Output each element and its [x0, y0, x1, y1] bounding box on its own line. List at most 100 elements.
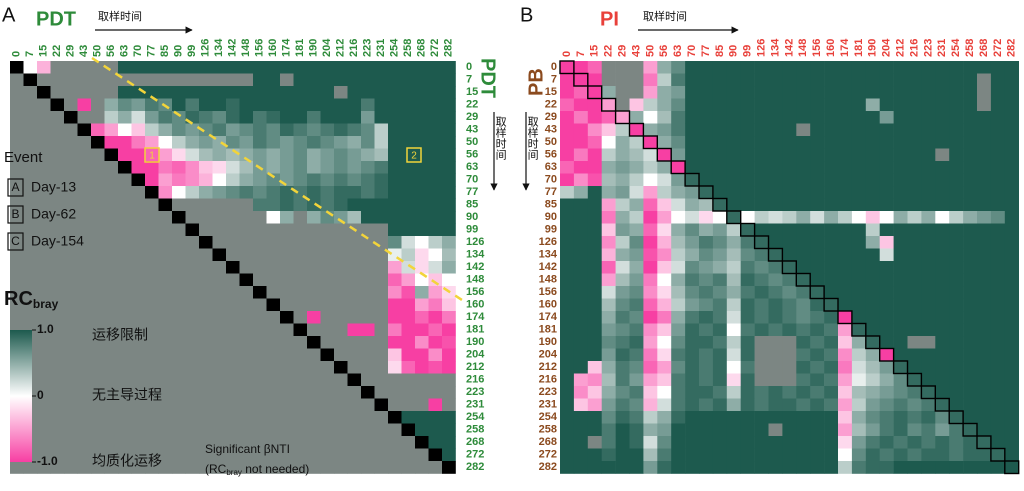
- heat-cell: [768, 386, 783, 399]
- significant-cell: [334, 411, 348, 424]
- heat-cell: [796, 461, 811, 474]
- heat-cell: [768, 61, 783, 74]
- significant-cell: [91, 361, 105, 374]
- column-label: 254: [389, 38, 401, 57]
- heat-cell: [851, 161, 867, 174]
- significant-cell: [91, 261, 105, 274]
- heat-cell: [1004, 373, 1019, 387]
- heat-cell: [239, 98, 254, 112]
- significant-cell: [293, 273, 308, 287]
- heat-cell: [879, 136, 894, 149]
- heat-cell: [963, 348, 978, 362]
- significant-cell: [293, 336, 308, 349]
- significant-cell: [158, 373, 173, 387]
- heat-cell: [253, 148, 267, 162]
- heat-cell: [442, 136, 456, 149]
- significant-cell: [131, 286, 146, 299]
- significant-cell: [172, 423, 186, 437]
- heat-cell: [1004, 286, 1019, 299]
- heat-cell: [893, 236, 908, 249]
- heat-cell: [893, 123, 908, 137]
- heat-cell: [253, 86, 267, 99]
- heat-cell: [824, 73, 839, 87]
- heat-cell: [643, 211, 658, 224]
- heat-cell: [754, 461, 769, 474]
- heat-cell: [629, 436, 644, 449]
- heat-cell: [754, 186, 769, 199]
- significant-cell: [104, 198, 119, 212]
- significant-swatch: [175, 437, 197, 459]
- heat-cell: [907, 273, 922, 287]
- significant-cell: [266, 311, 281, 324]
- significant-cell: [334, 311, 348, 324]
- heat-cell: [573, 348, 589, 362]
- heat-cell: [977, 348, 992, 362]
- diagonal-cell: [280, 311, 294, 324]
- heat-cell: [560, 123, 575, 137]
- heat-cell: [347, 148, 362, 162]
- significant-cell: [266, 323, 281, 337]
- significant-cell: [145, 273, 159, 287]
- heat-cell: [865, 461, 880, 474]
- heat-cell: [851, 148, 867, 162]
- significant-cell: [37, 423, 51, 437]
- significant-cell: [253, 461, 267, 474]
- significant-cell: [226, 373, 240, 387]
- heat-cell: [388, 61, 402, 74]
- heat-cell: [990, 411, 1006, 424]
- significant-cell: [239, 261, 254, 274]
- heat-cell: [671, 223, 686, 237]
- heat-cell: [824, 136, 839, 149]
- heat-cell: [253, 73, 267, 87]
- heat-cell: [726, 211, 741, 224]
- significant-cell: [64, 348, 78, 362]
- heat-cell: [963, 211, 978, 224]
- significant-cell: [158, 386, 173, 399]
- significant-cell: [293, 411, 308, 424]
- heat-cell: [601, 436, 616, 449]
- heat-cell: [726, 311, 741, 324]
- significant-cell: [118, 423, 132, 437]
- heat-cell: [212, 86, 227, 99]
- significant-cell: [226, 461, 240, 474]
- heat-cell: [428, 323, 443, 337]
- significant-cell: [10, 261, 24, 274]
- heat-cell: [334, 173, 348, 187]
- significant-cell: [442, 398, 456, 412]
- heat-cell: [158, 136, 173, 149]
- heat-cell: [977, 336, 992, 349]
- heat-cell: [601, 273, 616, 287]
- significant-cell: [977, 98, 992, 112]
- heat-cell: [865, 61, 880, 74]
- heat-cell: [963, 136, 978, 149]
- heat-cell: [685, 173, 700, 187]
- column-label: 254: [950, 38, 962, 57]
- heat-cell: [573, 436, 589, 449]
- heat-cell: [796, 148, 811, 162]
- heat-cell: [172, 186, 186, 199]
- significant-cell: [77, 261, 92, 274]
- heat-cell: [601, 161, 616, 174]
- heat-cell: [172, 86, 186, 99]
- significant-cell: [37, 111, 51, 124]
- heat-cell: [726, 98, 741, 112]
- significant-cell: [280, 336, 294, 349]
- heat-cell: [907, 298, 922, 312]
- heat-cell: [990, 86, 1006, 99]
- heat-cell: [796, 323, 811, 337]
- heat-cell: [963, 273, 978, 287]
- row-label: 70: [466, 174, 478, 186]
- heat-cell: [415, 198, 429, 212]
- significant-cell: [131, 386, 146, 399]
- row-label: 63: [466, 161, 478, 173]
- heat-cell: [442, 236, 456, 249]
- heat-cell: [796, 236, 811, 249]
- heat-cell: [560, 261, 575, 274]
- heat-cell: [935, 186, 950, 199]
- significant-cell: [334, 223, 348, 237]
- heat-cell: [754, 261, 769, 274]
- heat-cell: [239, 111, 254, 124]
- row-label: 174: [466, 311, 485, 323]
- heat-cell: [1004, 323, 1019, 337]
- heat-cell: [768, 223, 783, 237]
